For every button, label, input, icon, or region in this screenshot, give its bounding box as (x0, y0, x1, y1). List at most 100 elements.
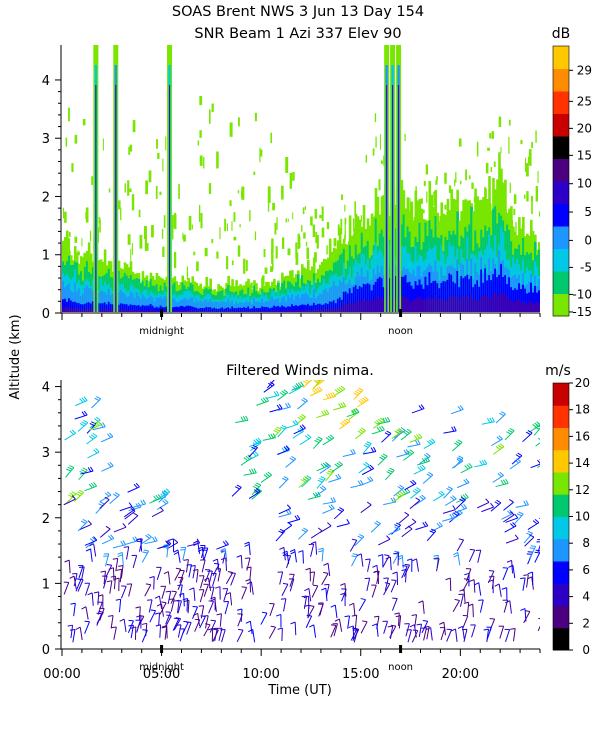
snr-cell (255, 301, 258, 312)
wind-barb (397, 488, 411, 498)
snr-cell (316, 309, 320, 312)
wind-barb (328, 473, 342, 483)
snr-colorbar-label: 0 (584, 233, 592, 247)
snr-cell (227, 299, 230, 312)
wind-barb (277, 627, 283, 642)
snr-cell (191, 297, 195, 312)
wind-barb (177, 584, 183, 598)
snr-cell (358, 301, 362, 312)
winds-time-markers: midnight noon (139, 645, 413, 673)
snr-speckle (145, 180, 149, 195)
snr-cell (155, 306, 159, 312)
snr-colorbar-label: 29 (577, 63, 592, 77)
snr-colorbar-swatch (553, 91, 569, 114)
snr-cell (424, 299, 428, 312)
snr-cell (225, 307, 228, 312)
snr-cell (514, 288, 517, 312)
snr-speckle (127, 234, 131, 245)
snr-speckle (183, 234, 186, 242)
snr-cell (360, 287, 364, 312)
snr-cell (295, 310, 298, 312)
snr-speckle (199, 155, 203, 166)
wind-barb (350, 480, 364, 489)
wind-barb (396, 449, 410, 458)
snr-colorbar-label: -15 (572, 305, 592, 319)
snr-colorbar-swatch (553, 271, 569, 294)
snr-speckle (219, 227, 221, 240)
snr-cell (195, 298, 199, 312)
wind-barb (361, 464, 375, 476)
snr-speckle (178, 184, 180, 200)
snr-cell (504, 275, 507, 312)
snr-cell (279, 310, 282, 312)
snr-cell (125, 304, 129, 312)
snr-cell (352, 303, 356, 312)
snr-cell (444, 299, 447, 312)
wind-barb (123, 546, 130, 560)
snr-speckle (68, 232, 71, 237)
wind-barb (124, 507, 136, 520)
snr-speckle (306, 247, 310, 260)
snr-cell (410, 301, 414, 312)
snr-cell (378, 276, 382, 312)
snr-cell (464, 276, 467, 312)
wind-barb (244, 541, 251, 556)
snr-cell (277, 298, 280, 312)
snr-cell (299, 305, 302, 312)
wind-barb (154, 612, 161, 626)
snr-cell (468, 300, 471, 312)
winds-colorbar-swatch (553, 627, 569, 651)
snr-cell (111, 304, 115, 312)
snr-cell (524, 288, 527, 312)
snr-cell (450, 296, 453, 312)
snr-cell (494, 268, 497, 312)
snr-cell (480, 296, 483, 312)
snr-cell (404, 297, 408, 312)
winds-x-tick-label: 00:00 (43, 667, 80, 682)
winds-colorbar-swatch (553, 405, 569, 428)
snr-cell (350, 303, 354, 312)
snr-speckle (420, 198, 423, 204)
wind-barb (244, 557, 251, 571)
wind-barb (382, 620, 389, 634)
wind-barb (63, 581, 70, 595)
snr-speckle (270, 132, 273, 144)
snr-speckle (285, 218, 288, 223)
snr-speckle (304, 206, 307, 210)
wind-barb (180, 546, 187, 561)
wind-barb (316, 476, 326, 489)
snr-speckle (254, 231, 257, 241)
wind-barb (498, 625, 505, 639)
snr-cell (462, 295, 465, 312)
snr-speckle (302, 207, 305, 215)
wind-barb (96, 612, 103, 626)
snr-cell (73, 301, 77, 312)
wind-barb (116, 568, 123, 583)
snr-cell (332, 281, 336, 312)
snr-cell (189, 310, 193, 312)
snr-speckle (458, 138, 462, 147)
snr-cell (436, 300, 440, 312)
wind-barb (295, 413, 306, 426)
snr-cell (143, 296, 147, 312)
snr-speckle (528, 149, 532, 166)
wind-barb (101, 534, 115, 545)
snr-cell (147, 310, 151, 312)
snr-cell (251, 304, 254, 312)
winds-colorbar-label: 6 (582, 563, 590, 577)
snr-speckle (155, 185, 158, 199)
wind-barb (170, 590, 177, 604)
snr-cell (249, 308, 252, 312)
wind-barb (135, 606, 141, 620)
wind-barb (488, 575, 495, 590)
wind-barb (97, 594, 104, 608)
wind-barb (365, 558, 371, 572)
snr-speckle (193, 251, 196, 256)
snr-cell (474, 298, 477, 312)
snr-cell (324, 308, 328, 312)
snr-speckle (162, 246, 165, 257)
snr-cell (159, 296, 163, 312)
wind-barb (474, 582, 482, 596)
wind-barb (453, 552, 461, 566)
wind-barb (212, 627, 218, 642)
